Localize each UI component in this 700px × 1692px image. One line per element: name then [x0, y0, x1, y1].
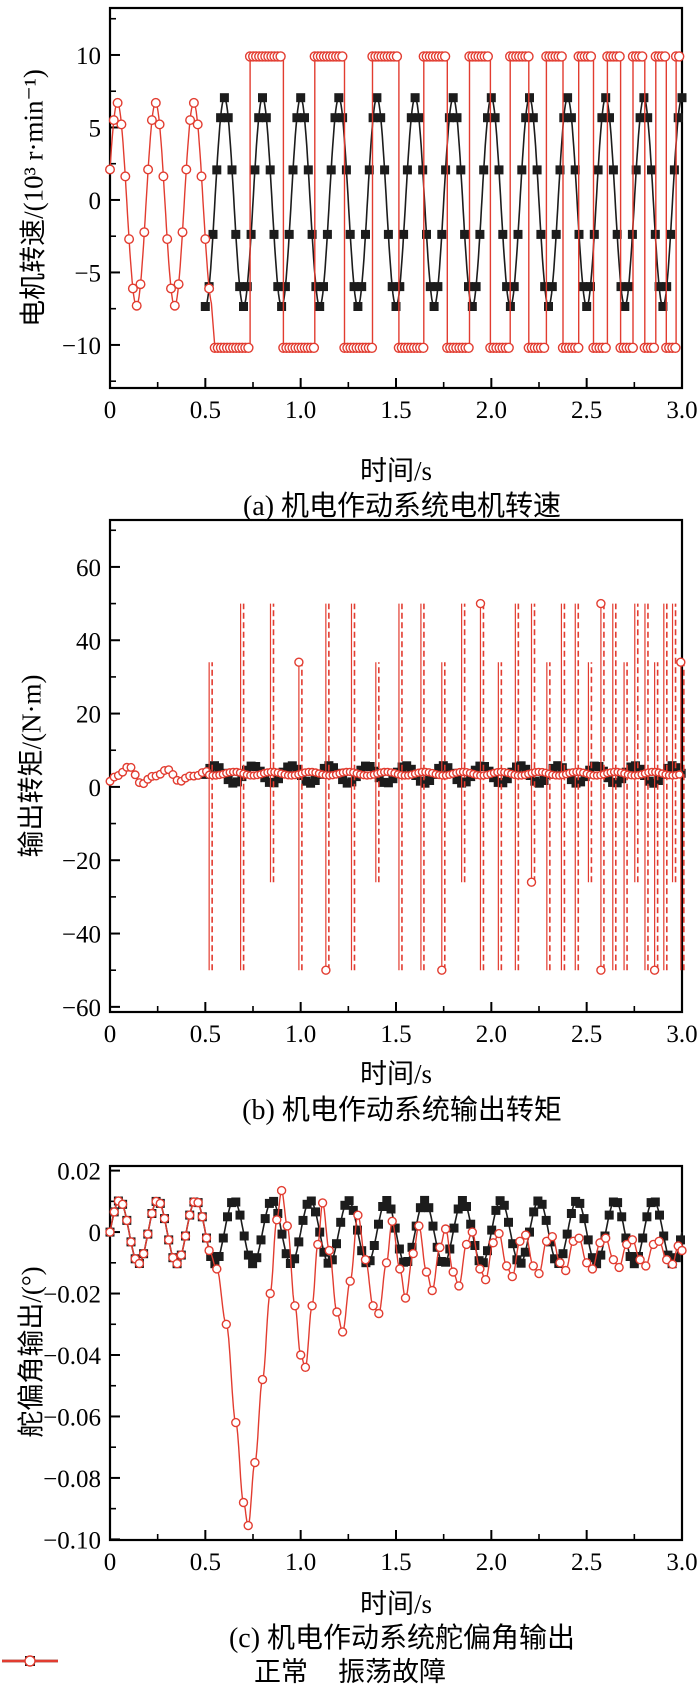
chart-c-xlabel: 时间/s: [359, 1589, 433, 1619]
svg-text:−0.06: −0.06: [43, 1404, 101, 1431]
svg-text:2.5: 2.5: [571, 1549, 602, 1576]
svg-text:1.5: 1.5: [380, 1021, 411, 1048]
chart-c-ylabel: 舵偏角输出/(°): [16, 1266, 47, 1438]
svg-text:2.0: 2.0: [476, 1549, 507, 1576]
svg-text:60: 60: [76, 555, 101, 582]
svg-text:0.5: 0.5: [190, 1549, 221, 1576]
svg-text:2.5: 2.5: [571, 397, 602, 424]
svg-text:0.5: 0.5: [190, 1021, 221, 1048]
svg-text:0: 0: [104, 1549, 117, 1576]
svg-text:−5: −5: [74, 260, 101, 287]
svg-text:1.0: 1.0: [285, 1549, 316, 1576]
svg-text:2.0: 2.0: [476, 1021, 507, 1048]
chart-a-caption: (a) 机电作动系统电机转速: [242, 491, 562, 522]
svg-text:−0.10: −0.10: [43, 1527, 101, 1554]
svg-text:−40: −40: [62, 922, 101, 949]
svg-text:0: 0: [89, 775, 102, 802]
svg-text:10: 10: [76, 43, 101, 70]
chart-a-xlabel: 时间/s: [359, 456, 433, 486]
chart-a-ylabel: 电机转速/(10³ r·min⁻¹): [18, 69, 49, 327]
svg-text:−0.04: −0.04: [43, 1343, 101, 1370]
svg-text:0.5: 0.5: [190, 397, 221, 424]
svg-text:5: 5: [89, 115, 102, 142]
chart-c-plot: 0 0.5 1.0 1.5 2.0 2.5 3.0 0.02 0 −0.02 −0.04 −0.06 −…: [43, 1159, 697, 1576]
svg-text:3.0: 3.0: [666, 397, 697, 424]
svg-text:1.0: 1.0: [285, 397, 316, 424]
svg-text:1.0: 1.0: [285, 1021, 316, 1048]
svg-text:0: 0: [89, 188, 102, 215]
chart-c-caption: (c) 机电作动系统舵偏角输出: [228, 1623, 576, 1654]
svg-text:3.0: 3.0: [666, 1549, 697, 1576]
chart-b-plot: 0 0.5 1.0 1.5 2.0 2.5 3.0 60 40 20 0 −20 −40 −60: [62, 518, 698, 1048]
svg-text:2.0: 2.0: [476, 397, 507, 424]
legend-item-normal: 正常: [2, 1650, 308, 1689]
svg-text:−20: −20: [62, 848, 101, 875]
svg-text:−0.02: −0.02: [43, 1282, 101, 1309]
legend-label: 振荡故障: [338, 1657, 446, 1687]
legend-item-fault: 振荡故障: [2, 1650, 446, 1689]
svg-text:2.5: 2.5: [571, 1021, 602, 1048]
svg-text:40: 40: [76, 628, 101, 655]
chart-b-xlabel: 时间/s: [359, 1059, 433, 1089]
svg-text:−0.08: −0.08: [43, 1466, 101, 1493]
chart-b-caption: (b) 机电作动系统输出转矩: [242, 1095, 562, 1126]
chart-b-ylabel: 输出转矩/(N·m): [16, 674, 47, 858]
svg-text:0: 0: [104, 397, 117, 424]
legend: 正常 振荡故障: [0, 1650, 700, 1689]
svg-text:20: 20: [76, 702, 101, 729]
svg-text:0: 0: [104, 1021, 117, 1048]
svg-text:1.5: 1.5: [380, 397, 411, 424]
chart-a-plot: 0 0.5 1.0 1.5 2.0 2.5 3.0 10 5 0 −5 −10: [62, 6, 698, 424]
svg-text:0: 0: [89, 1220, 102, 1247]
svg-text:1.5: 1.5: [380, 1549, 411, 1576]
legend-label: 正常: [254, 1657, 308, 1687]
svg-text:−60: −60: [62, 995, 101, 1022]
svg-text:−10: −10: [62, 333, 101, 360]
svg-text:0.02: 0.02: [57, 1159, 101, 1186]
legend-marker-circle-icon: [2, 1655, 58, 1667]
svg-text:3.0: 3.0: [666, 1021, 697, 1048]
